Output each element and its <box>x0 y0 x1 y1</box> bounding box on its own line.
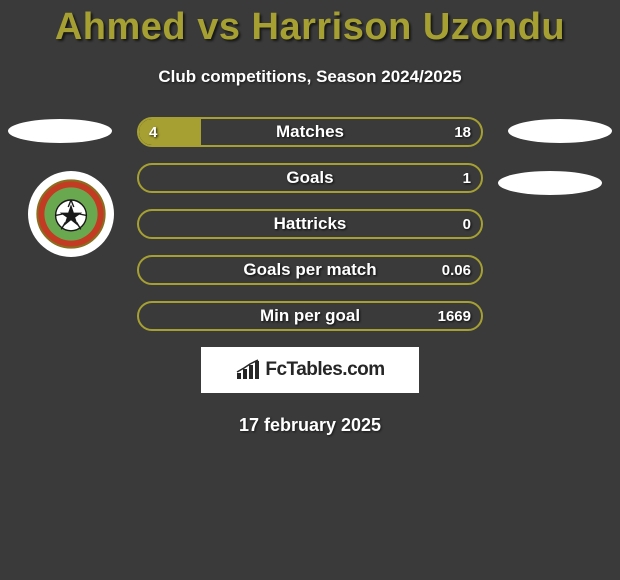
stat-bar: 4Matches18 <box>137 117 483 147</box>
brand-chart-icon <box>235 359 261 381</box>
stat-bar: Goals per match0.06 <box>137 255 483 285</box>
stat-value-right: 0 <box>463 211 471 237</box>
player-avatar-left <box>8 119 112 143</box>
club-badge-right <box>498 171 602 195</box>
stat-value-right: 0.06 <box>442 257 471 283</box>
club-badge-left <box>28 171 114 257</box>
page-title: Ahmed vs Harrison Uzondu <box>0 0 620 49</box>
stat-label: Matches <box>139 119 481 145</box>
stat-label: Goals per match <box>139 257 481 283</box>
stat-value-right: 18 <box>454 119 471 145</box>
player-avatar-right <box>508 119 612 143</box>
stat-bars: 4Matches18 Goals1 Hattricks0 Goals per matc… <box>137 117 483 331</box>
stat-label: Hattricks <box>139 211 481 237</box>
stat-bar: Min per goal1669 <box>137 301 483 331</box>
stat-bar: Hattricks0 <box>137 209 483 239</box>
stat-label: Min per goal <box>139 303 481 329</box>
brand-box: FcTables.com <box>201 347 419 393</box>
subtitle: Club competitions, Season 2024/2025 <box>0 67 620 87</box>
date-line: 17 february 2025 <box>0 415 620 436</box>
stat-value-right: 1 <box>463 165 471 191</box>
stat-label: Goals <box>139 165 481 191</box>
stats-area: 4Matches18 Goals1 Hattricks0 Goals per matc… <box>0 117 620 436</box>
stat-value-right: 1669 <box>438 303 471 329</box>
soccer-badge-icon <box>36 179 106 249</box>
brand-text: FcTables.com <box>265 359 384 381</box>
stat-bar: Goals1 <box>137 163 483 193</box>
